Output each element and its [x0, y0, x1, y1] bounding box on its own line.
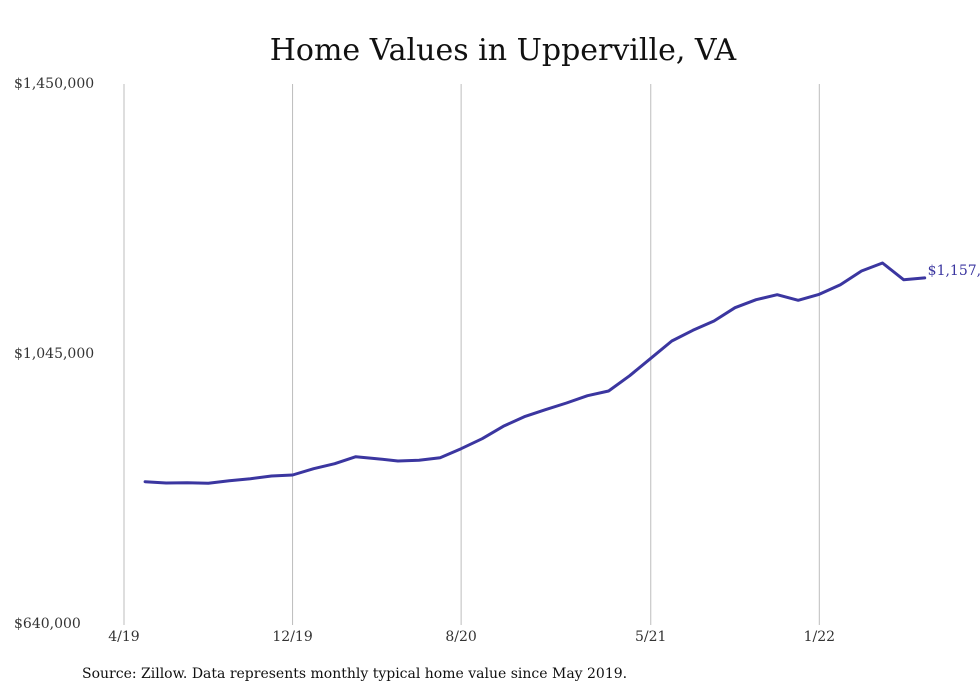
end-value-label: $1,157,609 [928, 263, 980, 279]
series-line [143, 261, 927, 485]
x-tick-label: 8/20 [445, 629, 476, 645]
x-tick-label: 5/21 [635, 629, 666, 645]
y-axis-ticks: $1,450,000 $1,045,000 $640,000 [14, 76, 94, 632]
grid-lines [123, 84, 820, 625]
source-note: Source: Zillow. Data represents monthly … [82, 666, 628, 682]
series-layer: $1,157,609 [143, 261, 980, 485]
y-tick-label: $1,045,000 [14, 346, 94, 362]
x-tick-label: 1/22 [804, 629, 835, 645]
y-tick-label: $640,000 [14, 616, 81, 632]
chart-title: Home Values in Upperville, VA [270, 33, 737, 68]
x-tick-label: 12/19 [272, 629, 312, 645]
x-tick-label: 4/19 [108, 629, 139, 645]
x-axis-ticks: 4/19 12/19 8/20 5/21 1/22 [108, 629, 835, 645]
y-tick-label: $1,450,000 [14, 76, 94, 92]
